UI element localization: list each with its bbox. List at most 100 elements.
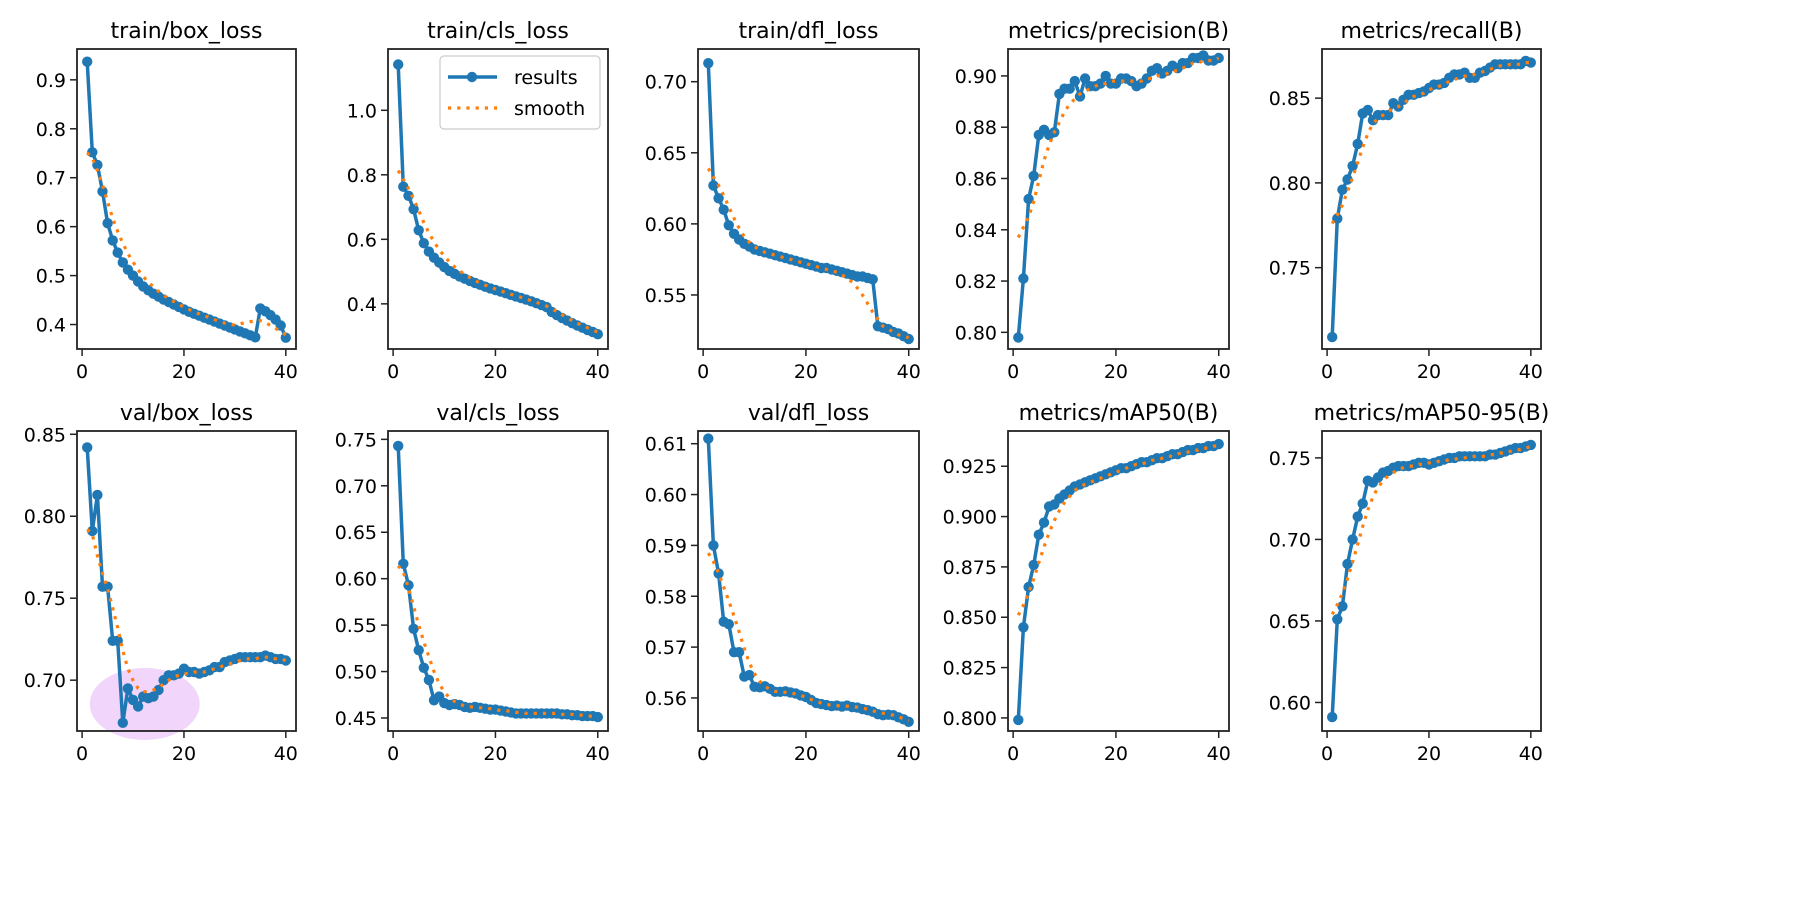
results-point [1033,529,1045,540]
y-tick-label: 0.55 [645,285,687,307]
x-tick-label: 20 [794,361,818,383]
x-tick-label: 20 [483,361,507,383]
results-point [1352,511,1363,522]
results-point [867,274,878,285]
results-point [1013,332,1024,343]
smooth-line [396,169,599,334]
x-tick-label: 20 [794,743,818,765]
results-point [413,645,424,656]
axes-title: train/cls_loss [427,19,569,44]
results-point [744,669,755,681]
y-tick-label: 0.61 [645,434,687,456]
axes-title: metrics/precision(B) [1008,19,1229,44]
y-tick-label: 0.84 [955,220,997,242]
x-tick-label: 20 [172,743,196,765]
y-tick-label: 0.60 [645,485,687,507]
y-tick-label: 0.75 [1269,258,1311,280]
results-point [102,218,113,229]
axes-title: metrics/recall(B) [1341,19,1523,44]
y-tick-label: 0.90 [955,66,997,88]
x-tick-label: 40 [1207,743,1231,765]
y-tick-label: 0.5 [36,266,66,288]
y-tick-label: 0.70 [645,72,687,94]
results-point [418,238,429,249]
y-tick-label: 0.80 [24,506,66,528]
axes-title: train/dfl_loss [739,19,879,44]
y-tick-label: 0.88 [955,117,997,139]
y-tick-label: 0.70 [335,476,377,498]
subplot-train-cls-loss: train/cls_loss 0 20 40 0.4 0.6 0.8 1.0 results sm… [347,19,610,383]
results-point [903,716,914,727]
highlight-ellipse [89,667,200,740]
smooth-line [706,552,910,723]
results-point [408,204,419,215]
y-tick-label: 0.80 [1269,173,1311,195]
plot-area [1327,439,1537,723]
results-point [1074,91,1086,102]
legend: results smooth [439,55,601,130]
results-point [1525,57,1537,68]
results-point [107,235,118,246]
y-tick-label: 0.60 [335,569,377,591]
results-point [398,181,409,192]
x-tick-label: 0 [387,361,399,383]
smooth-line [706,167,910,340]
results-point [1383,109,1394,121]
results-point [280,332,291,343]
results-point [708,540,719,551]
y-tick-label: 0.6 [36,217,66,239]
axes-frame [697,48,920,350]
y-tick-label: 0.65 [335,522,377,544]
results-point [132,701,144,712]
axes-title: metrics/mAP50(B) [1019,401,1219,426]
y-tick-label: 0.9 [36,70,66,92]
axes-frame [387,48,609,350]
y-tick-label: 0.4 [36,315,66,337]
y-tick-label: 0.57 [645,637,687,659]
x-tick-label: 40 [1519,743,1543,765]
results-point [250,332,261,343]
results-point [1141,73,1153,84]
x-tick-label: 20 [172,361,196,383]
results-point [413,225,424,236]
y-tick-label: 0.45 [335,708,377,730]
results-point [418,662,429,673]
results-point [708,180,719,191]
results-point [1213,438,1224,450]
y-tick-label: 0.875 [943,557,997,579]
y-tick-label: 0.6 [347,229,377,251]
x-tick-label: 20 [1417,361,1441,383]
results-point [1347,534,1358,545]
plot-area [703,433,914,727]
results-point [82,442,93,453]
axes-frame [76,48,297,350]
x-tick-label: 0 [697,743,709,765]
results-point [408,623,419,634]
results-point [723,220,734,231]
smooth-line [86,528,287,694]
y-tick-label: 0.75 [24,588,66,610]
results-point [703,58,714,69]
y-tick-label: 0.70 [1269,529,1311,551]
y-tick-label: 0.55 [335,615,377,637]
y-tick-label: 0.80 [955,322,997,344]
y-tick-label: 0.75 [1269,448,1311,470]
results-point [122,683,134,694]
legend-smooth-label: smooth [514,98,585,120]
y-tick-label: 0.50 [335,662,377,684]
results-point [1362,104,1374,116]
y-tick-label: 0.8 [347,165,377,187]
y-tick-label: 1.0 [347,100,377,122]
y-tick-label: 0.86 [955,168,997,190]
plot-area [1327,55,1537,343]
axes-frame [1007,48,1230,350]
axes-title: train/box_loss [111,19,263,44]
legend-results-marker [466,71,478,83]
y-tick-label: 0.65 [645,143,687,165]
results-point [87,525,98,537]
x-tick-label: 40 [1207,361,1231,383]
y-tick-label: 0.59 [645,535,687,557]
results-point [403,190,414,201]
subplot-val-box-loss: val/box_loss 0 20 40 0.70 0.75 0.80 0.85 [24,401,298,765]
